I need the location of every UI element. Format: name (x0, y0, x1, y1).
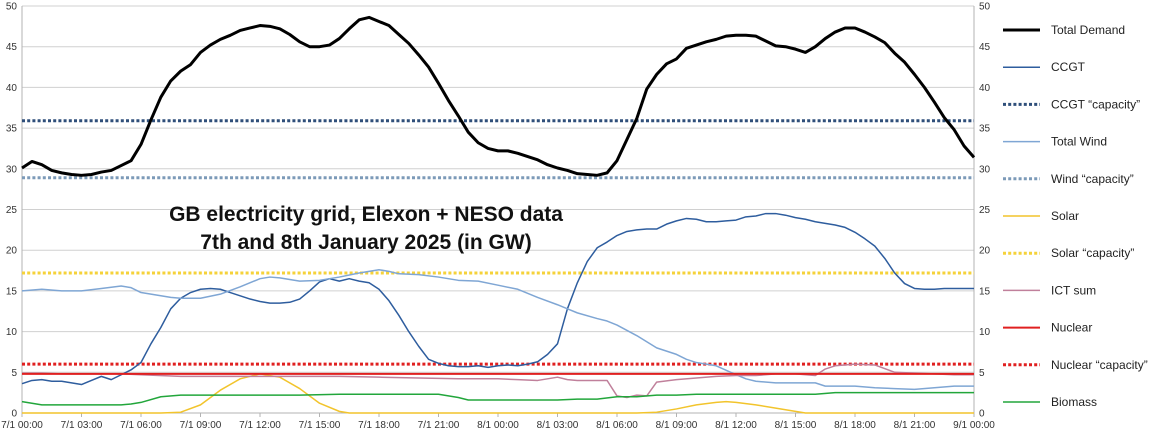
x-tick-label-16: 9/1 00:00 (953, 420, 995, 431)
y-tick-left-20: 20 (6, 246, 18, 257)
y-tick-left-50: 50 (6, 2, 18, 13)
x-tick-label-5: 7/1 15:00 (299, 420, 341, 431)
y-axis-left: 0 5 10 15 20 25 30 35 40 45 50 (6, 2, 18, 420)
legend-label-solar: Solar (1051, 209, 1079, 223)
legend-label-solar-capacity: Solar “capacity” (1051, 246, 1134, 260)
x-tick-label-2: 7/1 06:00 (120, 420, 162, 431)
y-tick-right-20: 20 (979, 246, 991, 257)
y-tick-left-0: 0 (11, 409, 17, 420)
series-group (21, 15, 976, 414)
x-tick-label-11: 8/1 09:00 (656, 420, 698, 431)
x-tick-label-15: 8/1 21:00 (894, 420, 936, 431)
legend-label-biomass: Biomass (1051, 395, 1097, 409)
x-tick-label-9: 8/1 03:00 (537, 420, 579, 431)
legend: Total Demand CCGT CCGT “capacity” Total Win… (1003, 23, 1148, 409)
y-tick-right-5: 5 (979, 368, 985, 379)
y-tick-left-10: 10 (6, 327, 18, 338)
y-tick-left-30: 30 (6, 164, 18, 175)
x-tick-label-0: 7/1 00:00 (1, 420, 43, 431)
legend-label-wind-capacity: Wind “capacity” (1051, 172, 1134, 186)
y-tick-left-45: 45 (6, 42, 18, 53)
y-tick-right-45: 45 (979, 42, 991, 53)
chart-title: GB electricity grid, Elexon + NESO data … (169, 203, 563, 254)
x-tick-label-3: 7/1 09:00 (180, 420, 222, 431)
y-tick-right-30: 30 (979, 164, 991, 175)
y-tick-left-40: 40 (6, 83, 18, 94)
y-tick-left-15: 15 (6, 286, 18, 297)
series-line-total-wind (21, 268, 974, 391)
x-tick-label-14: 8/1 18:00 (834, 420, 876, 431)
title-line-2: 7th and 8th January 2025 (in GW) (200, 231, 531, 254)
series-line-solar (22, 373, 974, 414)
x-tick-label-6: 7/1 18:00 (358, 420, 400, 431)
legend-label-nuclear: Nuclear (1051, 321, 1092, 335)
y-tick-right-50: 50 (979, 2, 991, 13)
y-tick-left-5: 5 (11, 368, 17, 379)
y-tick-right-0: 0 (979, 409, 985, 420)
y-axis-right: 0 5 10 15 20 25 30 35 40 45 50 (979, 2, 991, 420)
x-tick-label-10: 8/1 06:00 (596, 420, 638, 431)
x-tick-label-4: 7/1 12:00 (239, 420, 281, 431)
legend-label-nuclear-capacity: Nuclear “capacity” (1051, 358, 1148, 372)
y-tick-right-10: 10 (979, 327, 991, 338)
series-line-biomass (21, 391, 974, 406)
y-tick-right-25: 25 (979, 205, 991, 216)
x-tick-label-7: 7/1 21:00 (418, 420, 460, 431)
x-tick-label-13: 8/1 15:00 (775, 420, 817, 431)
x-tick-label-1: 7/1 03:00 (61, 420, 103, 431)
y-tick-right-40: 40 (979, 83, 991, 94)
legend-label-ccgt-capacity: CCGT “capacity” (1051, 97, 1140, 111)
title-line-1: GB electricity grid, Elexon + NESO data (169, 203, 563, 226)
y-tick-right-15: 15 (979, 286, 991, 297)
x-tick-label-8: 8/1 00:00 (477, 420, 519, 431)
x-tick-label-12: 8/1 12:00 (715, 420, 757, 431)
legend-label-total-demand: Total Demand (1051, 23, 1125, 37)
legend-label-ccgt: CCGT (1051, 60, 1086, 74)
series-line-ict-sum (22, 363, 974, 399)
x-axis: 7/1 00:00 7/1 03:00 7/1 06:00 7/1 09:00 7/1 … (1, 413, 995, 431)
legend-label-ict-sum: ICT sum (1051, 283, 1096, 297)
y-tick-left-35: 35 (6, 124, 18, 135)
y-tick-left-25: 25 (6, 205, 18, 216)
legend-label-total-wind: Total Wind (1051, 135, 1107, 149)
series-line-total-demand (21, 15, 976, 177)
y-tick-right-35: 35 (979, 124, 991, 135)
